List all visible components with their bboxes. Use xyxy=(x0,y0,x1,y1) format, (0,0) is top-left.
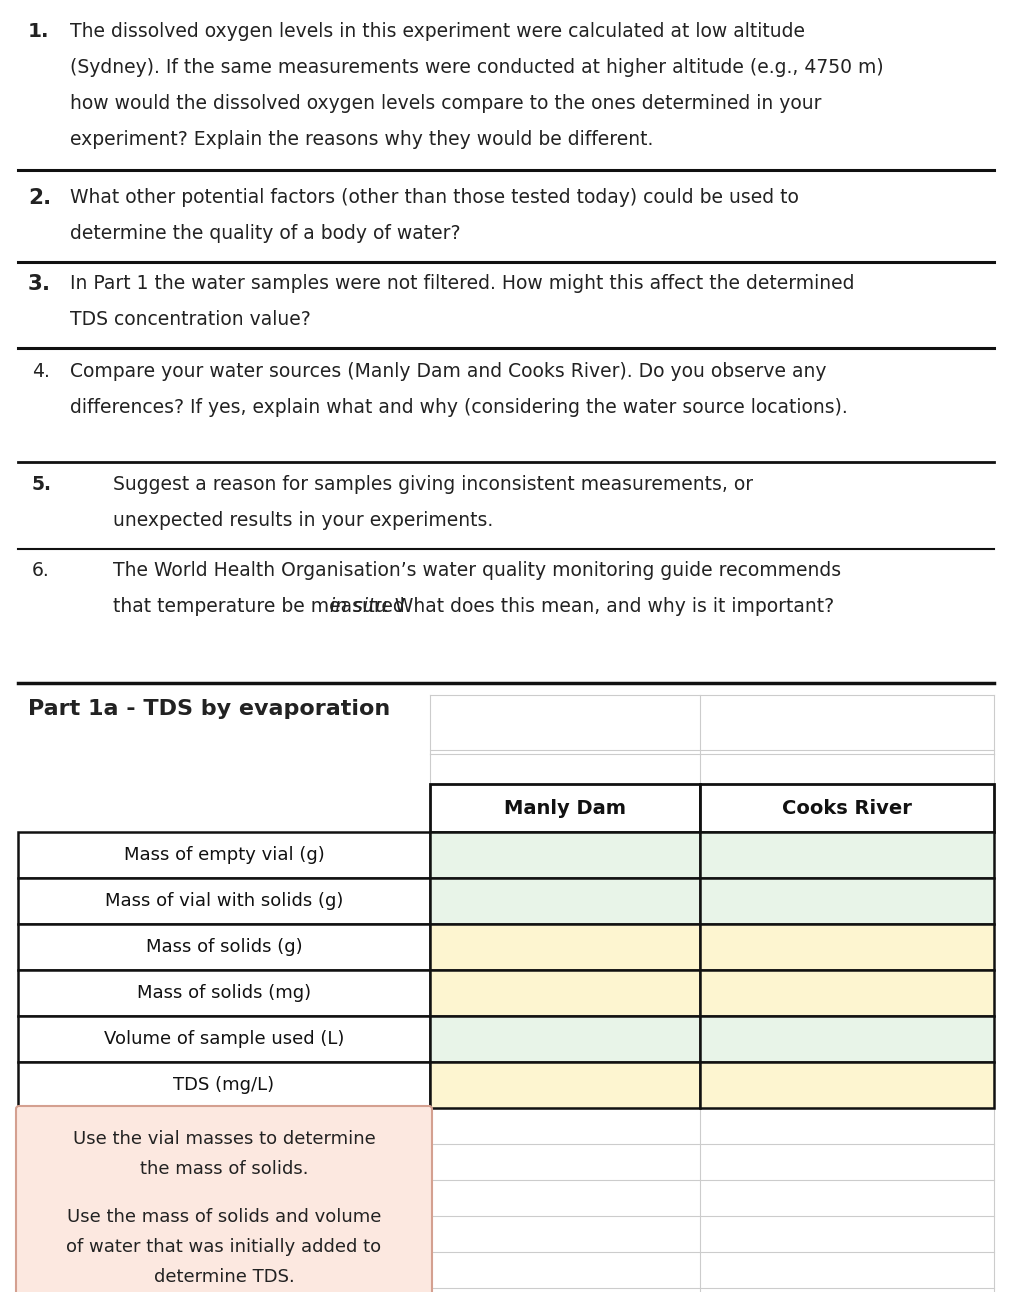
Bar xyxy=(700,832,993,879)
Text: 3.: 3. xyxy=(28,274,52,295)
FancyBboxPatch shape xyxy=(16,1106,432,1292)
Bar xyxy=(430,970,700,1016)
Text: 2.: 2. xyxy=(28,189,52,208)
Bar xyxy=(18,1016,430,1062)
Text: Volume of sample used (L): Volume of sample used (L) xyxy=(104,1030,344,1048)
Bar xyxy=(430,1016,700,1062)
Text: 4.: 4. xyxy=(32,362,50,381)
Text: 1.: 1. xyxy=(28,22,50,41)
Text: Cooks River: Cooks River xyxy=(782,798,911,818)
Bar xyxy=(700,970,993,1016)
Bar xyxy=(430,1062,700,1109)
Text: unexpected results in your experiments.: unexpected results in your experiments. xyxy=(113,512,492,530)
Text: Mass of solids (mg): Mass of solids (mg) xyxy=(136,985,310,1003)
Text: 6.: 6. xyxy=(32,561,50,580)
Bar xyxy=(18,970,430,1016)
Bar xyxy=(700,784,993,832)
Text: the mass of solids.: the mass of solids. xyxy=(140,1160,308,1178)
Text: The dissolved oxygen levels in this experiment were calculated at low altitude: The dissolved oxygen levels in this expe… xyxy=(70,22,804,41)
Text: how would the dissolved oxygen levels compare to the ones determined in your: how would the dissolved oxygen levels co… xyxy=(70,94,821,112)
Bar xyxy=(18,832,430,879)
Bar xyxy=(430,784,700,832)
Text: (Sydney). If the same measurements were conducted at higher altitude (e.g., 4750: (Sydney). If the same measurements were … xyxy=(70,58,883,78)
Text: experiment? Explain the reasons why they would be different.: experiment? Explain the reasons why they… xyxy=(70,130,653,149)
Text: The World Health Organisation’s water quality monitoring guide recommends: The World Health Organisation’s water qu… xyxy=(113,561,840,580)
Text: Mass of solids (g): Mass of solids (g) xyxy=(146,938,302,956)
Text: that temperature be measured: that temperature be measured xyxy=(113,597,410,616)
Bar xyxy=(18,924,430,970)
Text: determine TDS.: determine TDS. xyxy=(154,1267,294,1286)
Text: Mass of empty vial (g): Mass of empty vial (g) xyxy=(123,846,325,864)
Text: Part 1a - TDS by evaporation: Part 1a - TDS by evaporation xyxy=(28,699,390,720)
Bar xyxy=(18,879,430,924)
Bar xyxy=(18,1062,430,1109)
Text: Suggest a reason for samples giving inconsistent measurements, or: Suggest a reason for samples giving inco… xyxy=(113,475,752,494)
Text: Use the vial masses to determine: Use the vial masses to determine xyxy=(73,1130,375,1149)
Bar xyxy=(430,832,700,879)
Text: . What does this mean, and why is it important?: . What does this mean, and why is it imp… xyxy=(382,597,833,616)
Text: in situ: in situ xyxy=(331,597,387,616)
Text: 5.: 5. xyxy=(32,475,52,494)
Bar xyxy=(430,879,700,924)
Text: differences? If yes, explain what and why (considering the water source location: differences? If yes, explain what and wh… xyxy=(70,398,847,417)
Bar xyxy=(700,1016,993,1062)
Text: determine the quality of a body of water?: determine the quality of a body of water… xyxy=(70,224,460,243)
Bar xyxy=(700,924,993,970)
Text: TDS (mg/L): TDS (mg/L) xyxy=(173,1076,274,1094)
Bar xyxy=(430,924,700,970)
Text: Mass of vial with solids (g): Mass of vial with solids (g) xyxy=(105,891,343,910)
Text: In Part 1 the water samples were not filtered. How might this affect the determi: In Part 1 the water samples were not fil… xyxy=(70,274,853,293)
Bar xyxy=(700,879,993,924)
Bar xyxy=(700,1062,993,1109)
Text: Compare your water sources (Manly Dam and Cooks River). Do you observe any: Compare your water sources (Manly Dam an… xyxy=(70,362,826,381)
Text: Manly Dam: Manly Dam xyxy=(503,798,626,818)
Text: TDS concentration value?: TDS concentration value? xyxy=(70,310,310,329)
Text: What other potential factors (other than those tested today) could be used to: What other potential factors (other than… xyxy=(70,189,798,207)
Text: of water that was initially added to: of water that was initially added to xyxy=(67,1238,381,1256)
Text: Use the mass of solids and volume: Use the mass of solids and volume xyxy=(67,1208,381,1226)
